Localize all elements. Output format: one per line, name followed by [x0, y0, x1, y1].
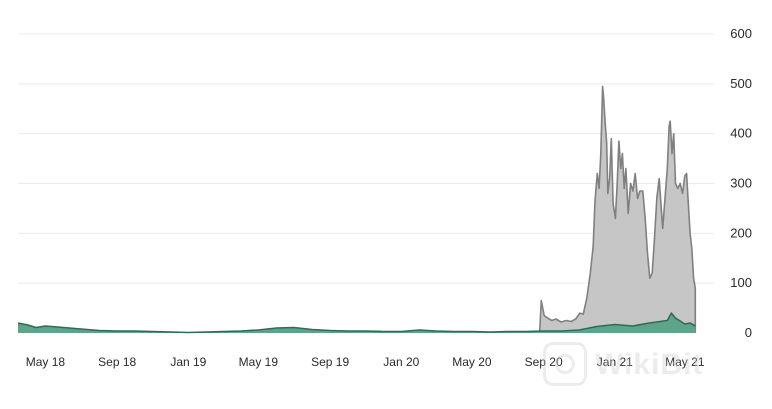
y-tick-label: 400	[730, 126, 752, 141]
x-tick-label: Jan 21	[597, 355, 633, 369]
x-tick-label: Jan 19	[170, 355, 206, 369]
x-tick-label: May 19	[239, 355, 279, 369]
x-tick-label: Sep 18	[98, 355, 136, 369]
y-tick-label: 200	[730, 225, 752, 240]
series-1-line	[538, 85, 697, 334]
x-tick-label: Sep 20	[525, 355, 563, 369]
y-tick-label: 0	[745, 325, 752, 340]
x-tick-label: May 20	[452, 355, 492, 369]
y-tick-label: 500	[730, 76, 752, 91]
x-tick-label: Sep 19	[311, 355, 349, 369]
series-1-area	[539, 86, 696, 333]
x-tick-label: May 21	[665, 355, 705, 369]
y-axis: 0 100 200 300 400 500 600	[730, 26, 752, 340]
x-tick-label: Jan 20	[383, 355, 419, 369]
plot-area	[17, 85, 697, 334]
series-2-line	[17, 312, 696, 334]
y-tick-label: 600	[730, 26, 752, 41]
x-tick-label: May 18	[26, 355, 66, 369]
series-2-area	[18, 313, 696, 333]
x-axis: May 18 Sep 18 Jan 19 May 19 Sep 19 Jan 20 May …	[26, 355, 705, 369]
y-tick-label: 300	[730, 176, 752, 191]
y-tick-label: 100	[730, 275, 752, 290]
